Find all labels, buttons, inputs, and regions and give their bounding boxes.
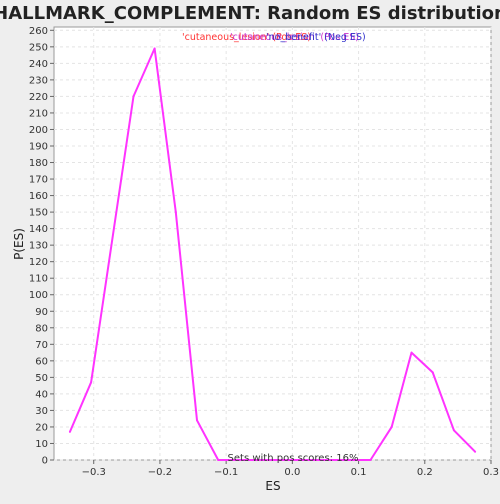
data-point: [174, 211, 177, 214]
y-tick-label: 230: [29, 75, 48, 86]
data-point: [431, 371, 434, 374]
chart-title: HALLMARK_COMPLEMENT: Random ES distribut…: [0, 3, 500, 24]
data-point: [474, 450, 477, 453]
y-axis-label: P(ES): [12, 228, 26, 260]
data-point: [153, 47, 156, 50]
y-tick-label: 90: [35, 307, 48, 318]
annotation: Sets with pos scores: 16%: [228, 453, 359, 464]
y-tick-label: 220: [29, 92, 48, 103]
y-tick-label: 140: [29, 224, 48, 235]
y-tick-label: 170: [29, 175, 48, 186]
y-tick-label: 110: [29, 274, 48, 285]
y-tick-label: 180: [29, 158, 48, 169]
y-tick-label: 50: [35, 373, 48, 384]
y-tick-label: 120: [29, 257, 48, 268]
x-tick-label: −0.1: [214, 467, 238, 478]
data-point: [390, 425, 393, 428]
x-tick-label: 0.3: [483, 467, 499, 478]
data-point: [132, 95, 135, 98]
y-tick-label: 130: [29, 241, 48, 252]
x-tick-label: 0.2: [417, 467, 433, 478]
y-tick-label: 240: [29, 59, 48, 70]
y-tick-label: 260: [29, 26, 48, 37]
legend-entry-pos-overlap: 'cutaneous_lesion' (Pos ES): [230, 32, 359, 43]
x-tick-label: 0.0: [284, 467, 300, 478]
grid: [54, 27, 492, 461]
y-tick-label: 210: [29, 108, 48, 119]
y-tick-label: 70: [35, 340, 48, 351]
y-tick-label: 150: [29, 208, 48, 219]
y-tick-label: 80: [35, 323, 48, 334]
y-tick-label: 60: [35, 356, 48, 367]
axes: 0 10 20 30 40 50 60 70 80 90 100 110 120 130 140 150 160…: [29, 26, 499, 478]
y-tick-label: 160: [29, 191, 48, 202]
legend-entry-pos: 'cutaneous_lesion' (Pos ES): [182, 32, 311, 43]
x-axis-label: ES: [265, 479, 280, 493]
data-point: [217, 459, 220, 461]
y-tick-label: 190: [29, 141, 48, 152]
series: [68, 47, 477, 461]
legend-entry-neg: 'no_benefit' (Neg ES): [266, 32, 366, 43]
y-tick-label: 200: [29, 125, 48, 136]
y-tick-label: 100: [29, 290, 48, 301]
plot-area: [53, 26, 492, 461]
y-tick-label: 10: [35, 439, 48, 450]
y-tick-label: 20: [35, 422, 48, 433]
data-point: [90, 381, 93, 384]
data-point: [68, 430, 71, 433]
data-point: [369, 459, 372, 461]
x-tick-label: −0.3: [82, 467, 106, 478]
y-tick-label: 0: [42, 456, 48, 467]
data-point: [410, 351, 413, 354]
y-tick-label: 30: [35, 406, 48, 417]
data-point: [452, 429, 455, 432]
y-tick-label: 40: [35, 389, 48, 400]
legend: 'cutaneous_lesion' (Pos ES)'cutaneous_le…: [182, 32, 366, 43]
x-tick-label: −0.2: [148, 467, 172, 478]
data-point: [196, 419, 199, 422]
y-tick-label: 250: [29, 42, 48, 53]
x-tick-label: 0.1: [351, 467, 367, 478]
